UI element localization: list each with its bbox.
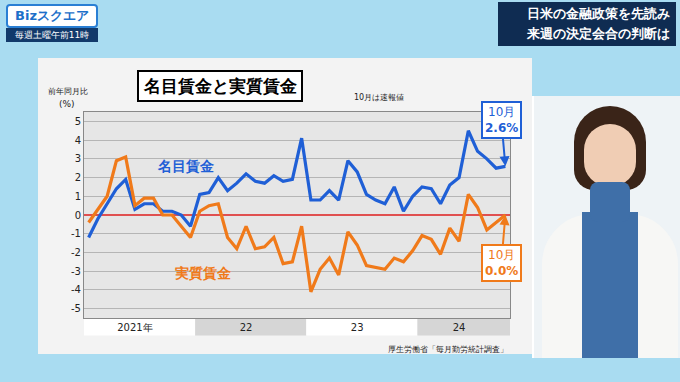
- svg-text:10月0.0%: 10月0.0%: [485, 248, 518, 278]
- svg-text:-4: -4: [71, 284, 81, 295]
- html-text:来週の決定会合の判断は: 来週の決定会合の判断は: [527, 26, 670, 41]
- svg-text:23: 23: [351, 322, 364, 333]
- svg-text:前年同月比: 前年同月比: [48, 87, 88, 96]
- svg-text:1: 1: [75, 191, 81, 202]
- html-text:日米の金融政策を先読み: 日米の金融政策を先読み: [527, 6, 670, 21]
- svg-text:4: 4: [75, 135, 81, 146]
- svg-text:名目賃金: 名目賃金: [157, 158, 215, 174]
- svg-text:厚生労働省「毎月勤労統計調査」: 厚生労働省「毎月勤労統計調査」: [388, 345, 508, 354]
- svg-text:22: 22: [240, 322, 253, 333]
- svg-text:(%): (%): [59, 99, 75, 109]
- html-text:毎週土曜午前11時: 毎週土曜午前11時: [14, 30, 90, 40]
- svg-text:10月2.6%: 10月2.6%: [485, 105, 518, 135]
- html-text:Bizスクエア: Bizスクエア: [15, 8, 89, 23]
- svg-text:2021年: 2021年: [117, 322, 152, 333]
- svg-text:-5: -5: [71, 303, 81, 314]
- svg-text:名目賃金と実質賃金: 名目賃金と実質賃金: [143, 76, 297, 96]
- svg-text:-3: -3: [71, 266, 81, 277]
- svg-text:2: 2: [75, 172, 81, 183]
- svg-text:5: 5: [75, 116, 81, 127]
- svg-text:-1: -1: [71, 228, 81, 239]
- svg-text:-2: -2: [71, 247, 81, 258]
- svg-text:0: 0: [75, 210, 81, 221]
- svg-text:24: 24: [453, 322, 466, 333]
- svg-text:実質賃金: 実質賃金: [175, 265, 232, 281]
- svg-text:3: 3: [75, 153, 81, 164]
- svg-text:10月は速報値: 10月は速報値: [354, 93, 404, 102]
